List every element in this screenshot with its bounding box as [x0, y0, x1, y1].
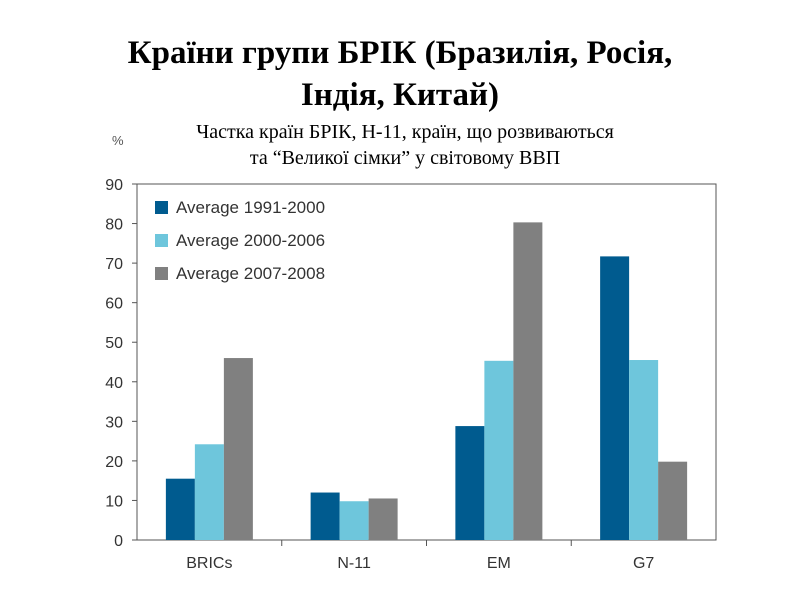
- bar-n-11-series-3: [368, 498, 398, 540]
- legend-label-1: Average 1991-2000: [176, 198, 325, 217]
- y-tick-label: 50: [105, 335, 123, 352]
- x-tick-label: BRICs: [186, 555, 232, 572]
- legend-label-3: Average 2007-2008: [176, 264, 325, 283]
- bar-brics-series-3: [223, 358, 253, 540]
- y-tick-label: 10: [105, 493, 123, 510]
- y-tick-label: 30: [105, 414, 123, 431]
- bar-brics-series-2: [194, 444, 224, 540]
- y-tick-label: 70: [105, 256, 123, 273]
- bar-n-11-series-2: [339, 501, 369, 540]
- y-tick-label: 60: [105, 296, 123, 313]
- page-title: Країни групи БРІК (Бразилія, Росія, Інді…: [0, 32, 800, 116]
- bar-em-series-2: [484, 360, 514, 540]
- y-tick-label: 20: [105, 454, 123, 471]
- title-line-1: Країни групи БРІК (Бразилія, Росія,: [127, 35, 673, 71]
- y-axis-unit-label: %: [112, 133, 124, 148]
- legend-label-2: Average 2000-2006: [176, 231, 325, 250]
- bar-g7-series-2: [629, 360, 659, 540]
- y-tick-label: 40: [105, 375, 123, 392]
- legend-swatch-3: [155, 267, 168, 280]
- legend-swatch-2: [155, 234, 168, 247]
- bar-g7-series-1: [600, 256, 630, 540]
- title-line-2: Індія, Китай): [300, 77, 500, 113]
- bar-n-11-series-1: [310, 492, 340, 540]
- bar-g7-series-3: [658, 461, 688, 540]
- x-tick-label: EM: [487, 555, 511, 572]
- y-tick-label: 80: [105, 217, 123, 234]
- subtitle-line-1: Частка країн БРІК, Н-11, країн, що розви…: [196, 121, 614, 143]
- bar-brics-series-1: [165, 478, 195, 540]
- subtitle-line-2: та “Великої сімки” у світовому ВВП: [249, 147, 561, 169]
- x-tick-label: G7: [633, 555, 654, 572]
- y-tick-label: 90: [105, 177, 123, 194]
- chart-subtitle: Частка країн БРІК, Н-11, країн, що розви…: [100, 119, 710, 171]
- legend-swatch-1: [155, 201, 168, 214]
- y-tick-label: 0: [114, 533, 123, 550]
- bar-em-series-1: [455, 426, 485, 540]
- bar-em-series-3: [513, 222, 543, 540]
- x-tick-label: N-11: [337, 555, 371, 572]
